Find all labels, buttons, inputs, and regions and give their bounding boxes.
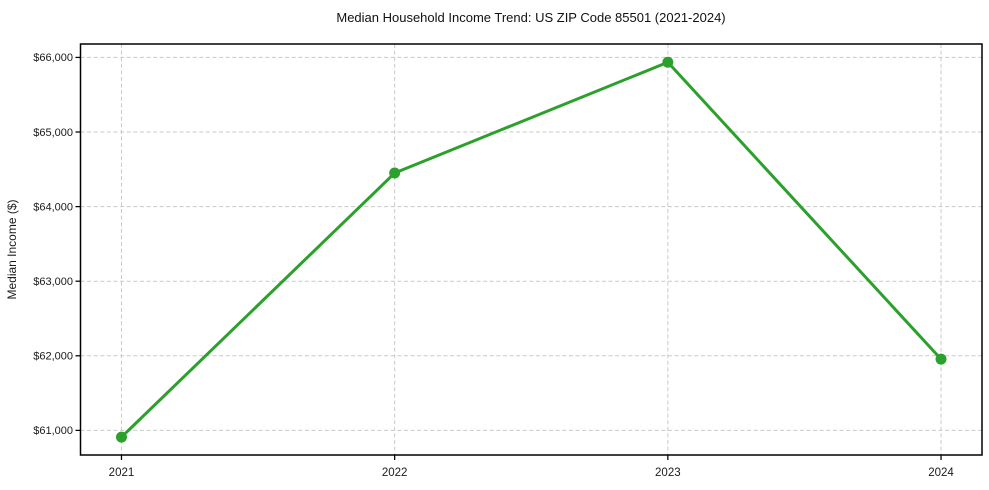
x-tick-label: 2023 — [655, 467, 681, 479]
grid-layer — [80, 44, 982, 455]
data-point-2021 — [115, 431, 127, 443]
y-tick-label: $66,000 — [33, 52, 73, 64]
data-point-2024 — [935, 353, 947, 365]
data-point-2022 — [389, 167, 401, 179]
plot-border — [79, 43, 983, 456]
y-tick-label: $61,000 — [33, 425, 73, 437]
y-axis-label: Median Income ($) — [5, 199, 19, 299]
y-tick-label: $64,000 — [33, 201, 73, 213]
chart-title: Median Household Income Trend: US ZIP Co… — [336, 10, 725, 25]
y-tick-label: $62,000 — [33, 351, 73, 363]
axes-layer: $61,000 $62,000 $63,000 $64,000 $65,000 $66,0… — [33, 43, 983, 479]
x-tick-label: 2024 — [928, 467, 954, 479]
y-tick-label: $65,000 — [33, 127, 73, 139]
y-tick-label: $63,000 — [33, 276, 73, 288]
data-point-2023 — [662, 56, 674, 68]
trend-line — [119, 60, 943, 439]
x-tick-label: 2021 — [109, 467, 135, 479]
trend-line-layer — [115, 56, 947, 443]
x-tick-label: 2022 — [382, 467, 408, 479]
